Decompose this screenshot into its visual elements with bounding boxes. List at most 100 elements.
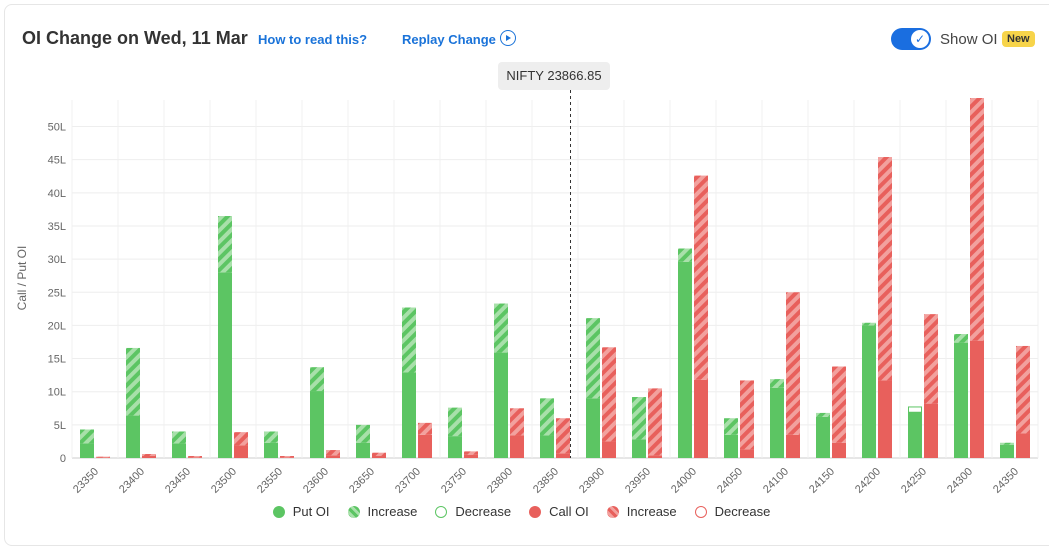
y-tick-label: 10L (48, 387, 66, 399)
call-increase-bar (924, 314, 938, 404)
call-increase-bar (326, 450, 340, 456)
call-oi-bar (602, 441, 616, 458)
x-tick-label: 23550 (255, 466, 285, 496)
x-tick-label: 23850 (531, 466, 561, 496)
put-oi-bar (908, 412, 922, 458)
legend-label: Put OI (292, 504, 330, 519)
x-tick-label: 23900 (577, 466, 607, 496)
y-tick-label: 45L (48, 155, 66, 167)
put-oi-bar (586, 398, 600, 458)
put-oi-bar (540, 435, 554, 458)
call-increase-bar (142, 454, 156, 457)
call-increase-bar (234, 432, 248, 446)
call-increase-bar (602, 347, 616, 442)
call-increase-bar (786, 292, 800, 435)
put-increase-bar (218, 216, 232, 273)
x-tick-label: 23700 (393, 466, 423, 496)
legend-swatch (529, 505, 542, 518)
put-increase-bar (310, 367, 324, 392)
put-increase-bar (264, 431, 278, 443)
spot-price-label: NIFTY 23866.85 (498, 62, 610, 90)
call-oi-bar (786, 434, 800, 458)
call-oi-bar (418, 434, 432, 458)
legend-item-call-hatch[interactable]: Increase (606, 504, 677, 519)
legend-item-put-outline[interactable]: Decrease (435, 504, 511, 519)
x-tick-label: 24150 (807, 466, 837, 496)
put-oi-bar (356, 442, 370, 458)
put-oi-bar (402, 372, 416, 458)
call-oi-bar (694, 379, 708, 458)
play-circle-icon[interactable] (500, 30, 516, 46)
legend-item-call-outline[interactable]: Decrease (694, 504, 770, 519)
y-tick-label: 25L (48, 287, 66, 299)
x-tick-label: 24000 (669, 466, 699, 496)
call-increase-bar (188, 456, 202, 458)
x-tick-label: 23950 (623, 466, 653, 496)
call-oi-bar (832, 442, 846, 458)
call-oi-bar (510, 435, 524, 458)
legend-item-put-hatch[interactable]: Increase (347, 504, 417, 519)
put-oi-bar (126, 415, 140, 458)
show-oi-label: Show OI (940, 31, 998, 48)
put-oi-bar (862, 325, 876, 458)
call-oi-bar (556, 453, 570, 458)
put-increase-bar (862, 322, 876, 326)
y-tick-label: 20L (48, 320, 66, 332)
put-increase-bar (770, 379, 784, 388)
y-tick-label: 0 (60, 453, 66, 465)
put-oi-bar (724, 434, 738, 458)
call-increase-bar (648, 388, 662, 456)
call-oi-bar (924, 403, 938, 458)
x-tick-label: 24250 (899, 466, 929, 496)
call-increase-bar (464, 451, 478, 455)
put-oi-bar (172, 443, 186, 458)
call-oi-bar (326, 455, 340, 458)
y-tick-label: 15L (48, 354, 66, 366)
put-increase-bar (1000, 442, 1014, 445)
call-increase-bar (970, 98, 984, 341)
y-tick-label: 5L (54, 420, 66, 432)
show-oi-toggle[interactable]: ✓ (891, 28, 931, 50)
how-to-read-link[interactable]: How to read this? (258, 32, 368, 47)
put-oi-bar (632, 439, 646, 458)
put-increase-bar (678, 248, 692, 262)
put-oi-bar (678, 261, 692, 458)
call-oi-bar (464, 454, 478, 458)
call-increase-bar (418, 422, 432, 435)
call-oi-bar (96, 457, 110, 458)
legend-label: Call OI (549, 504, 589, 519)
page-title: OI Change on Wed, 11 Mar (22, 28, 248, 48)
x-tick-label: 24350 (991, 466, 1021, 496)
x-tick-label: 24100 (761, 466, 791, 496)
legend-item-call-solid[interactable]: Call OI (529, 504, 589, 519)
x-tick-label: 24050 (715, 466, 745, 496)
call-increase-bar (1016, 345, 1030, 434)
put-decrease-bar (908, 406, 922, 413)
call-oi-bar (142, 456, 156, 458)
put-oi-bar (218, 272, 232, 458)
call-oi-bar (878, 380, 892, 458)
put-increase-bar (816, 412, 830, 417)
legend-swatch (272, 505, 285, 518)
y-tick-label: 30L (48, 254, 66, 266)
legend-item-put-solid[interactable]: Put OI (272, 504, 330, 519)
put-oi-bar (310, 391, 324, 458)
x-tick-label: 24200 (853, 466, 883, 496)
check-icon: ✓ (911, 30, 929, 48)
put-increase-bar (448, 407, 462, 437)
put-increase-bar (540, 398, 554, 436)
x-tick-label: 23750 (439, 466, 469, 496)
put-increase-bar (632, 397, 646, 440)
replay-change-button[interactable]: Replay Change (402, 32, 496, 47)
put-increase-bar (356, 424, 370, 443)
put-increase-bar (586, 318, 600, 399)
call-increase-bar (694, 175, 708, 380)
put-oi-bar (770, 387, 784, 458)
call-increase-bar (280, 456, 294, 458)
y-tick-label: 40L (48, 188, 66, 200)
put-oi-bar (264, 442, 278, 458)
x-tick-label: 23450 (163, 466, 193, 496)
call-oi-bar (970, 340, 984, 458)
legend-swatch (347, 505, 360, 518)
